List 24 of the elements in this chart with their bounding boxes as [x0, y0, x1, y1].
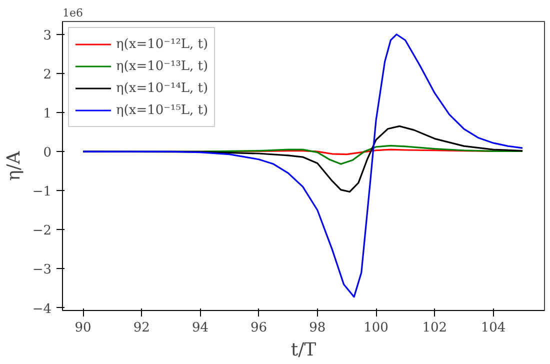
y-tick-label: 1: [43, 106, 52, 122]
legend-label: η(x=10⁻¹⁴L, t): [116, 80, 208, 96]
y-tick-label: −3: [32, 262, 52, 278]
x-tick-label: 100: [364, 320, 388, 336]
x-tick-label: 98: [309, 320, 326, 336]
x-tick-label: 92: [133, 320, 150, 336]
y-tick-label: −1: [32, 184, 52, 200]
x-axis-title: t/T: [290, 340, 316, 360]
legend-label: η(x=10⁻¹³L, t): [116, 58, 208, 74]
y-axis-title: η/A: [3, 150, 24, 181]
x-tick-label: 90: [74, 320, 92, 336]
y-tick-label: −4: [32, 302, 52, 317]
y-tick-label: 3: [43, 28, 52, 44]
legend-label: η(x=10⁻¹²L, t): [116, 36, 208, 52]
y-tick-label: 0: [43, 146, 52, 161]
x-tick-label: 94: [192, 320, 208, 336]
x-tick-label: 104: [480, 320, 506, 336]
legend-label: η(x=10⁻¹⁵L, t): [116, 102, 208, 118]
y-tick-label: 2: [43, 67, 52, 82]
x-tick-label: 102: [422, 320, 448, 336]
x-tick-label: 96: [250, 320, 268, 336]
text: 1e6: [62, 6, 84, 20]
line-series: [82, 34, 524, 298]
y-tick-label: −2: [32, 224, 52, 239]
